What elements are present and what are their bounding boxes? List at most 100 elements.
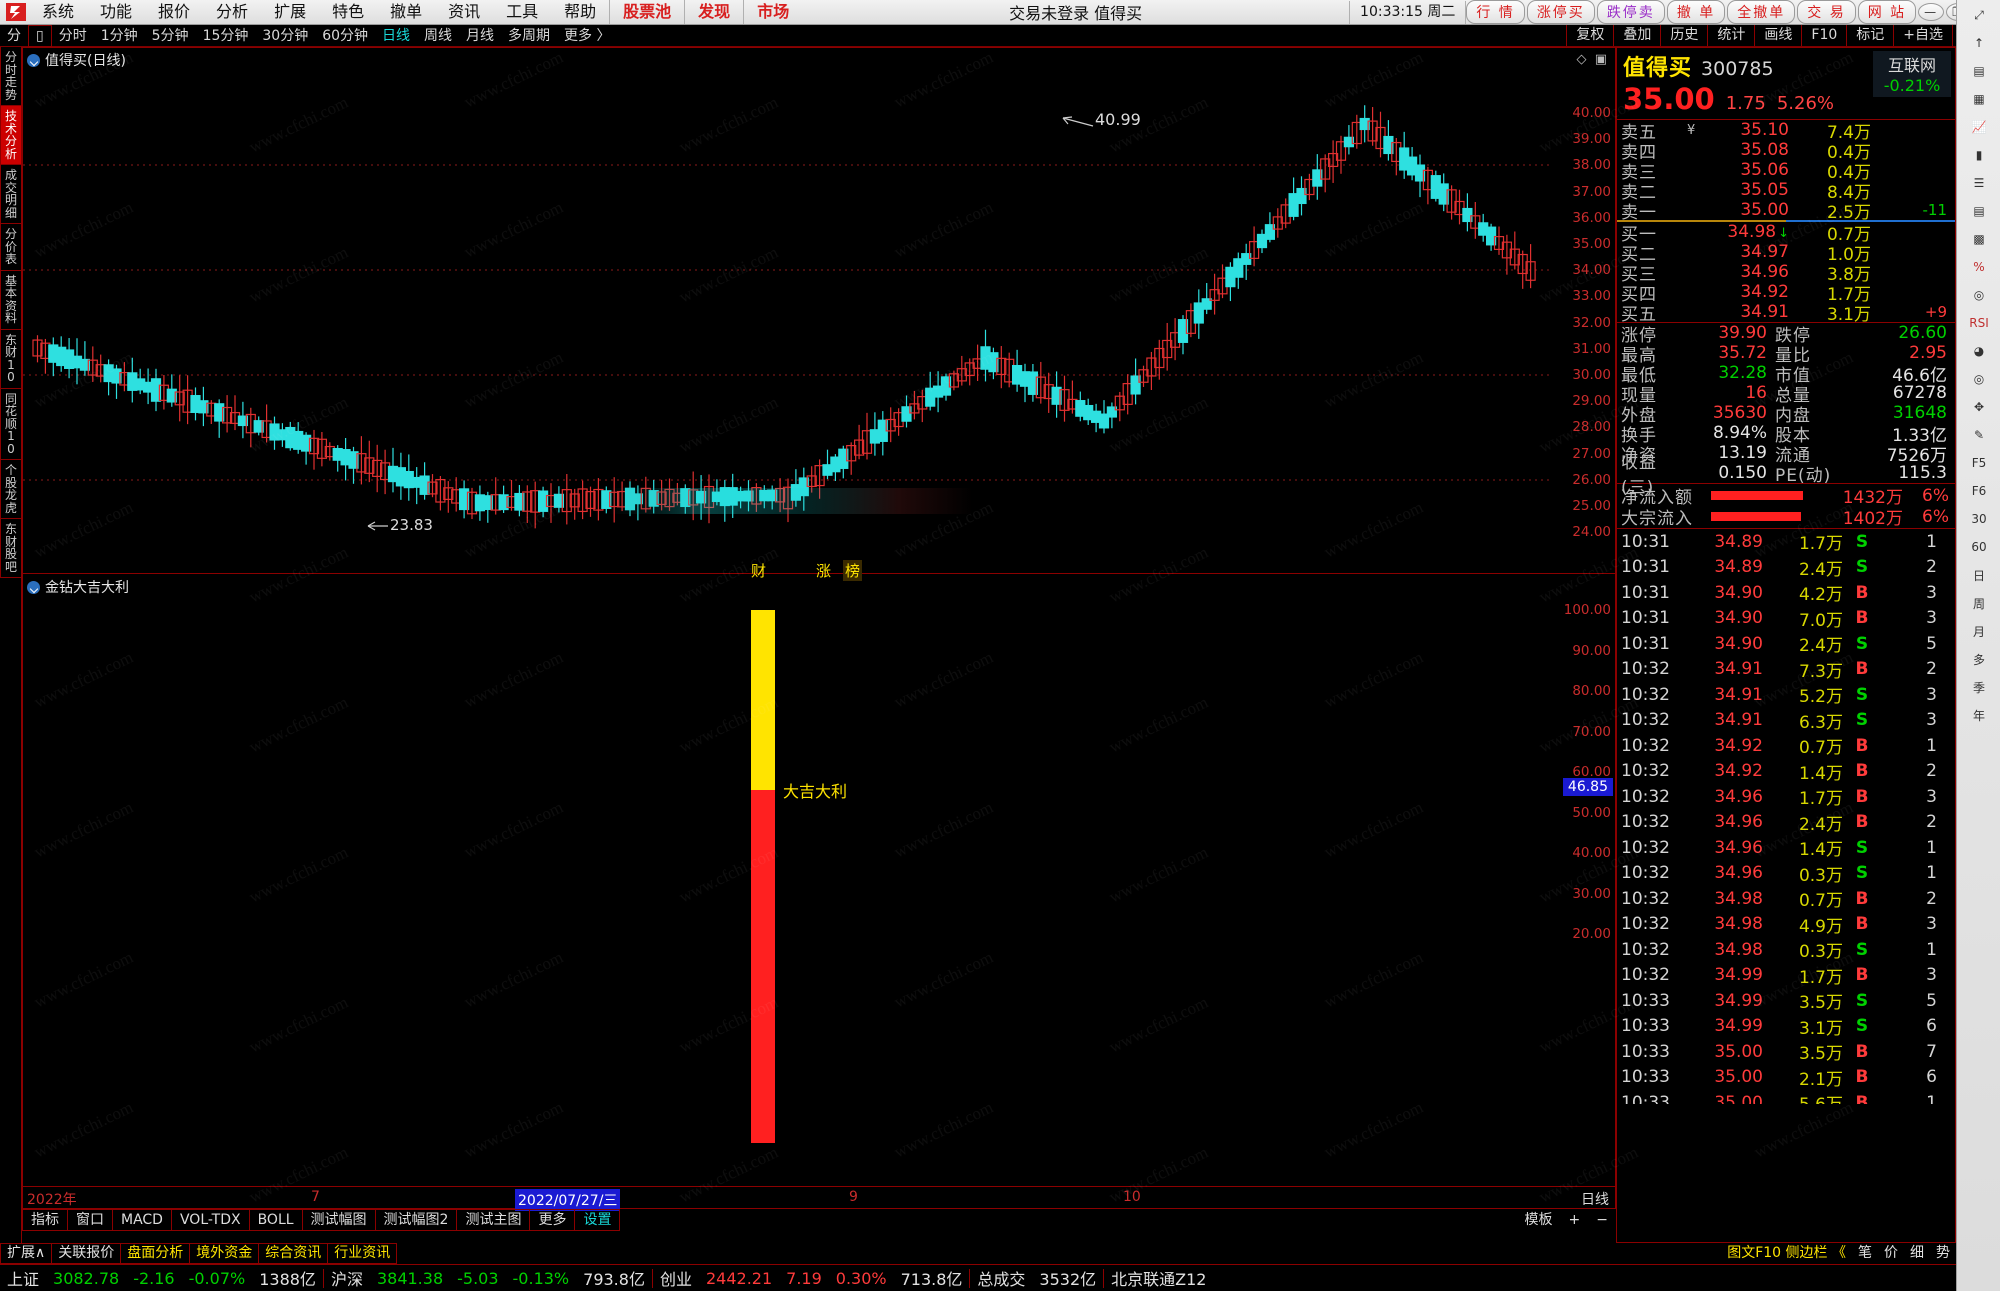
indicator-btn-设置[interactable]: 设置 xyxy=(575,1209,621,1231)
menu-item-2[interactable]: 报价 xyxy=(158,2,191,21)
menu-item-6[interactable]: 撤单 xyxy=(390,2,423,21)
indicator-right-0[interactable]: 模板 xyxy=(1524,1212,1553,1228)
left-tab-个股龙虎[interactable]: 个股龙虎 xyxy=(0,460,22,519)
menu-item-11[interactable]: 发现 xyxy=(684,0,743,24)
period-1分钟[interactable]: 1分钟 xyxy=(100,27,138,44)
candlestick-panel[interactable]: 值得买(日线) ◇ ▣ xyxy=(23,48,1615,581)
rail-move-icon[interactable]: ✥ xyxy=(1973,400,1985,414)
period-5分钟[interactable]: 5分钟 xyxy=(151,27,189,44)
tick-row[interactable]: 10:31 34.90 4.2万 B 3 xyxy=(1617,580,1955,606)
tick-row[interactable]: 10:32 34.91 7.3万 B 2 xyxy=(1617,657,1955,683)
trade-tick-list[interactable]: 10:31 34.89 1.7万 S 1 10:31 34.89 2.4万 S 2 10:31 34.… xyxy=(1617,529,1955,1104)
book-row-sell-2[interactable]: 卖三 35.06 0.4万 xyxy=(1617,160,1955,183)
book-row-sell-3[interactable]: 卖二 35.05 8.4万 xyxy=(1617,180,1955,203)
period-分时[interactable]: 分时 xyxy=(58,27,87,44)
tick-row[interactable]: 10:32 34.98 4.9万 B 3 xyxy=(1617,912,1955,938)
menu-item-10[interactable]: 股票池 xyxy=(609,0,684,24)
period-月线[interactable]: 月线 xyxy=(466,27,495,44)
period-日线[interactable]: 日线 xyxy=(382,27,411,44)
tick-row[interactable]: 10:32 34.96 2.4万 B 2 xyxy=(1617,810,1955,836)
left-tab-东财股吧[interactable]: 东财股吧 xyxy=(0,519,22,578)
rail-calc-icon[interactable]: ▩ xyxy=(1973,232,1985,246)
indicator-btn-测试幅图2[interactable]: 测试幅图2 xyxy=(375,1209,458,1231)
left-tab-基本资料[interactable]: 基本资料 xyxy=(0,270,22,330)
chart-tool-复权[interactable]: 复权 xyxy=(1566,25,1613,46)
indicator-btn-BOLL[interactable]: BOLL xyxy=(249,1209,303,1231)
rail-up-arrow-icon[interactable]: ↑ xyxy=(1973,36,1985,50)
menu-item-7[interactable]: 资讯 xyxy=(448,2,481,21)
sector-badge[interactable]: 互联网 -0.21% xyxy=(1873,51,1951,97)
chart-tool-历史[interactable]: 历史 xyxy=(1660,25,1707,46)
book-row-buy-2[interactable]: 买三 34.96 3.8万 xyxy=(1617,262,1955,285)
chart-container[interactable]: 值得买(日线) ◇ ▣ xyxy=(22,47,1616,1187)
menu-item-3[interactable]: 分析 xyxy=(216,2,249,21)
tick-row[interactable]: 10:32 34.92 0.7万 B 1 xyxy=(1617,733,1955,759)
period-30分钟[interactable]: 30分钟 xyxy=(262,27,309,44)
menu-item-4[interactable]: 扩展 xyxy=(274,2,307,21)
indicator-right-2[interactable]: − xyxy=(1596,1212,1608,1228)
collapse-icon[interactable] xyxy=(27,580,40,594)
book-row-buy-4[interactable]: 买五 34.91 3.1万 +9 xyxy=(1617,302,1955,325)
rail-多[interactable]: 多 xyxy=(1972,652,1985,667)
trade-button-3[interactable]: 撤 单 xyxy=(1666,0,1726,24)
chart-tool-标记[interactable]: 标记 xyxy=(1846,25,1893,46)
tick-row[interactable]: 10:33 34.99 3.5万 S 5 xyxy=(1617,988,1955,1014)
tick-row[interactable]: 10:32 34.98 0.3万 S 1 xyxy=(1617,937,1955,963)
book-row-buy-1[interactable]: 买二 34.97 1.0万 xyxy=(1617,242,1955,265)
indicator-btn-VOL-TDX[interactable]: VOL-TDX xyxy=(171,1209,250,1231)
tick-row[interactable]: 10:31 34.90 7.0万 B 3 xyxy=(1617,606,1955,632)
tick-row[interactable]: 10:31 34.90 2.4万 S 5 xyxy=(1617,631,1955,657)
chart-tool-画线[interactable]: 画线 xyxy=(1754,25,1801,46)
indicator-panel[interactable]: 金钻大吉大利 大吉大利 100.00 90.00 80.00 70.00 60.00 50… xyxy=(23,575,1615,1186)
rail-table-icon[interactable]: ▤ xyxy=(1973,204,1985,218)
rail-60[interactable]: 60 xyxy=(1971,540,1987,554)
bottom-tab-综合资讯[interactable]: 综合资讯 xyxy=(259,1243,329,1264)
bottom-right-势[interactable]: 势 xyxy=(1936,1245,1950,1261)
chart-tool-叠加[interactable]: 叠加 xyxy=(1613,25,1660,46)
rail-page-icon[interactable]: ▤ xyxy=(1973,64,1985,78)
rail-grid-icon[interactable]: ▦ xyxy=(1973,92,1985,106)
rail-F5[interactable]: F5 xyxy=(1971,456,1987,470)
bottom-right-细[interactable]: 细 xyxy=(1910,1245,1924,1261)
rail-周[interactable]: 周 xyxy=(1972,596,1985,611)
rail-年[interactable]: 年 xyxy=(1972,708,1985,723)
left-tab-分价表[interactable]: 分价表 xyxy=(0,224,22,271)
collapse-icon[interactable] xyxy=(27,53,40,67)
trade-button-0[interactable]: 行 情 xyxy=(1466,0,1525,24)
bottom-right-价[interactable]: 价 xyxy=(1884,1245,1898,1261)
book-row-buy-3[interactable]: 买四 34.92 1.7万 xyxy=(1617,282,1955,305)
bottom-tab-境外资金[interactable]: 境外资金 xyxy=(190,1243,260,1264)
rail-月[interactable]: 月 xyxy=(1972,624,1985,639)
tick-row[interactable]: 10:33 34.99 3.1万 S 6 xyxy=(1617,1014,1955,1040)
menu-item-0[interactable]: 系统 xyxy=(42,2,75,21)
tick-row[interactable]: 10:32 34.98 0.7万 B 2 xyxy=(1617,886,1955,912)
indicator-btn-更多[interactable]: 更多 xyxy=(530,1209,576,1231)
rail-rsi-icon[interactable]: RSI xyxy=(1969,316,1989,330)
chart-header-icons[interactable]: ◇ ▣ xyxy=(1576,52,1607,67)
rail-30[interactable]: 30 xyxy=(1971,512,1987,526)
tick-row[interactable]: 10:32 34.99 1.7万 B 3 xyxy=(1617,963,1955,989)
window-control-0[interactable]: — xyxy=(1918,3,1945,21)
tick-row[interactable]: 10:32 34.96 0.3万 S 1 xyxy=(1617,861,1955,887)
rail-chart-icon[interactable]: 📈 xyxy=(1971,120,1987,134)
book-row-buy-0[interactable]: 买一 34.98 ↓ 0.7万 xyxy=(1617,222,1955,245)
chart-tool-+自选[interactable]: +自选 xyxy=(1893,25,1952,46)
menu-item-1[interactable]: 功能 xyxy=(100,2,133,21)
bottom-right-笔[interactable]: 笔 xyxy=(1858,1245,1872,1261)
rail-日[interactable]: 日 xyxy=(1972,568,1985,583)
rail-candles-icon[interactable]: ▮ xyxy=(1975,148,1983,162)
indicator-btn-测试主图[interactable]: 测试主图 xyxy=(457,1209,531,1231)
chart-tool-统计[interactable]: 统计 xyxy=(1707,25,1754,46)
tick-row[interactable]: 10:32 34.92 1.4万 B 2 xyxy=(1617,759,1955,785)
trade-button-2[interactable]: 跌停卖 xyxy=(1596,0,1665,24)
chart-tool-F10[interactable]: F10 xyxy=(1801,25,1846,46)
trade-button-6[interactable]: 网 站 xyxy=(1857,0,1917,24)
rail-季[interactable]: 季 xyxy=(1972,680,1985,695)
rail-snail-icon[interactable]: ◕ xyxy=(1973,344,1985,358)
tick-row[interactable]: 10:33 35.00 2.1万 B 6 xyxy=(1617,1065,1955,1091)
bottom-tab-扩展∧[interactable]: 扩展∧ xyxy=(0,1243,53,1264)
period-多周期[interactable]: 多周期 xyxy=(508,27,551,44)
tick-row[interactable]: 10:32 34.91 5.2万 S 3 xyxy=(1617,682,1955,708)
